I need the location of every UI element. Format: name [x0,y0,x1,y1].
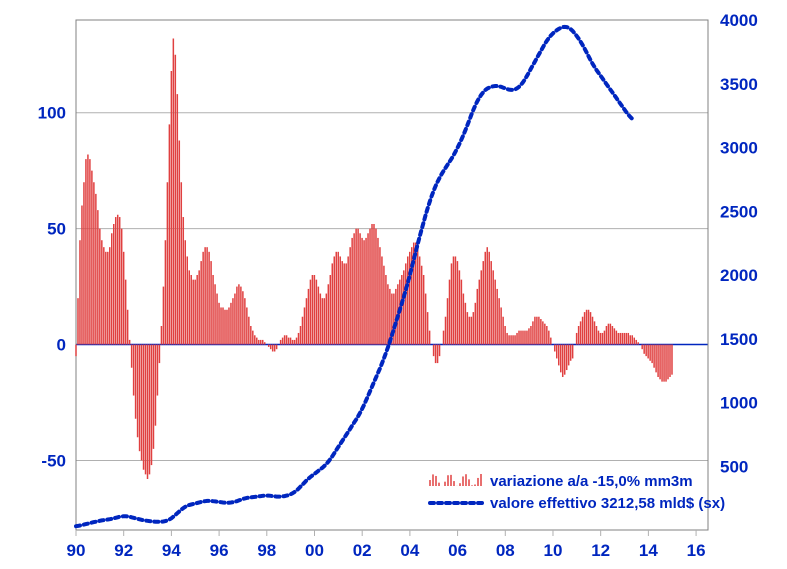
x-tick-label: 04 [400,541,419,560]
x-tick-label: 94 [162,541,181,560]
y-right-tick-label: 1500 [720,330,758,349]
y-right-tick-label: 3000 [720,139,758,158]
x-tick-label: 16 [687,541,706,560]
y-left-tick-label: 100 [38,104,66,123]
y-right-tick-label: 4000 [720,11,758,30]
x-tick-label: 08 [496,541,515,560]
x-tick-label: 90 [67,541,86,560]
y-left-tick-label: 50 [47,220,66,239]
y-right-tick-label: 2500 [720,202,758,221]
x-tick-label: 96 [210,541,229,560]
y-right-tick-label: 3500 [720,75,758,94]
x-tick-label: 92 [114,541,133,560]
y-right-tick-label: 1000 [720,394,758,413]
x-tick-label: 10 [544,541,563,560]
x-tick-label: 14 [639,541,658,560]
series-line [76,27,634,526]
legend-line-label: valore effettivo 3212,58 mld$ (sx) [490,495,725,512]
legend-bars-label: variazione a/a -15,0% mm3m [490,473,693,490]
legend-bars-swatch [430,474,481,486]
dual-axis-chart: -500501005001000150020002500300035004000… [0,0,787,569]
x-tick-label: 12 [591,541,610,560]
series-bars [76,39,672,479]
y-left-tick-label: -50 [41,451,66,470]
x-tick-label: 02 [353,541,372,560]
x-tick-label: 00 [305,541,324,560]
y-right-tick-label: 2000 [720,266,758,285]
y-left-tick-label: 0 [57,336,66,355]
x-tick-label: 06 [448,541,467,560]
x-tick-label: 98 [257,541,276,560]
y-right-tick-label: 500 [720,457,748,476]
